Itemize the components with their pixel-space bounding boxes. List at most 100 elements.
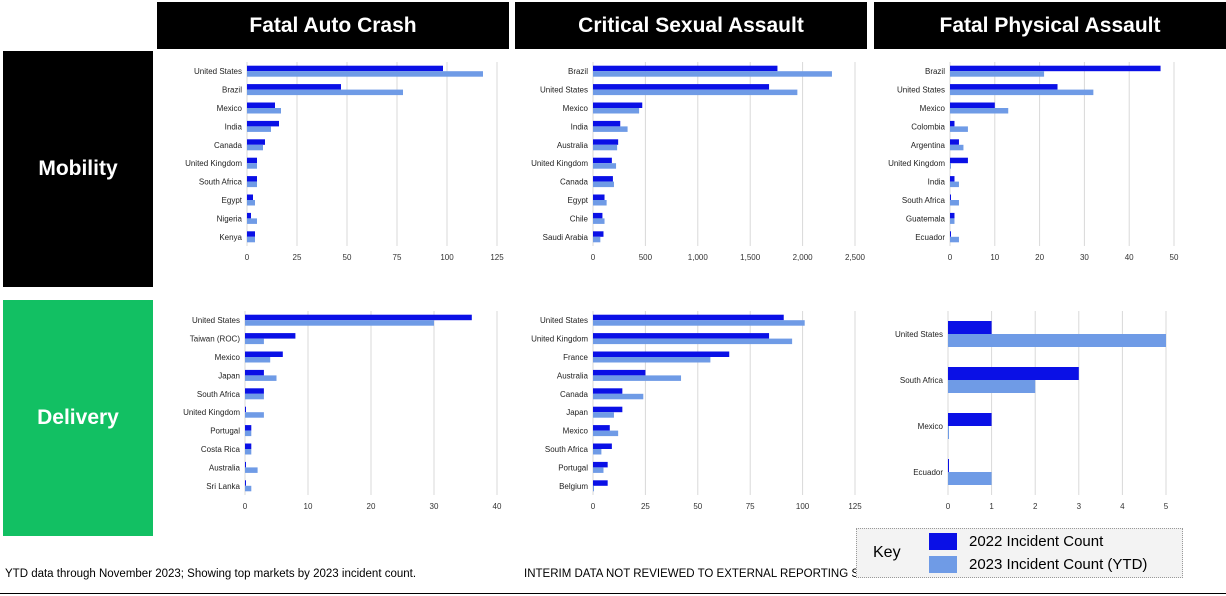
bar-2023-united-kingdom [593,338,793,345]
bar-2022-canada [593,176,613,182]
x-tick-label: 1,500 [740,253,761,262]
bar-2023-japan [593,412,614,418]
bar-2023-mexico [593,108,640,114]
category-label-portugal: Portugal [558,463,588,472]
x-tick-label: 125 [490,253,504,262]
x-tick-label: 20 [367,502,376,511]
bar-2023-india [950,181,959,188]
category-label-united-kingdom: United Kingdom [531,159,588,168]
bar-2023-nigeria [247,218,257,224]
x-tick-label: 1,000 [688,253,709,262]
legend-label-2022: 2022 Incident Count [969,533,1104,550]
x-tick-label: 50 [1170,253,1179,262]
bar-2022-japan [593,406,623,413]
bar-2022-costa-rica [245,443,252,449]
category-label-ecuador: Ecuador [913,468,943,477]
bar-2023-canada [247,144,263,151]
category-label-canada: Canada [560,390,589,399]
x-tick-label: 500 [639,253,653,262]
row-label-mobility: Mobility [3,51,153,287]
bar-2023-colombia [950,126,968,132]
x-tick-label: 5 [1164,502,1169,511]
category-label-united-states: United States [895,330,943,339]
category-label-france: France [563,353,588,362]
bar-2023-portugal [245,430,252,437]
category-label-canada: Canada [560,178,589,187]
bar-2022-canada [247,139,265,145]
bar-2023-mexico [950,108,1009,114]
bar-2023-united-kingdom [593,163,617,169]
x-tick-label: 10 [304,502,313,511]
x-tick-label: 2 [1033,502,1038,511]
bar-2023-egypt [247,200,255,206]
bar-2022-india [593,120,621,127]
category-label-united-states: United States [540,86,588,95]
bar-2022-united-states [948,321,992,334]
bar-2022-france [593,351,730,357]
category-label-japan: Japan [218,371,240,380]
bar-2022-united-kingdom [950,157,968,164]
category-label-mexico: Mexico [563,427,589,436]
x-tick-label: 40 [1125,253,1134,262]
bar-2023-sri-lanka [245,485,252,492]
bar-2022-colombia [950,120,955,127]
bar-2023-united-kingdom [247,163,257,169]
category-label-nigeria: Nigeria [217,214,243,223]
category-label-mexico: Mexico [217,104,243,113]
category-label-mexico: Mexico [920,104,946,113]
x-tick-label: 4 [1120,502,1125,511]
bottom-rule [0,593,1226,594]
bar-2022-united-kingdom [593,157,612,164]
bar-2022-nigeria [247,212,251,219]
category-label-south-africa: South Africa [199,178,243,187]
bar-2023-egypt [593,200,607,206]
legend-item-2022: 2022 Incident Count [929,533,1103,550]
bar-2022-brazil [593,65,778,72]
bar-2023-france [593,357,711,363]
category-label-portugal: Portugal [210,427,240,436]
bar-2023-mexico [245,357,271,363]
bar-2022-mexico [950,102,995,108]
bar-2023-canada [593,181,614,188]
bar-2022-ecuador [948,459,949,472]
bar-2023-brazil [247,89,403,96]
category-label-united-kingdom: United Kingdom [185,159,242,168]
bar-2023-brazil [593,71,832,77]
bar-2023-brazil [950,71,1045,77]
x-tick-label: 2,500 [845,253,866,262]
bar-2022-united-states [247,65,443,72]
category-label-sri-lanka: Sri Lanka [206,482,240,491]
bar-2023-united-kingdom [245,412,264,418]
x-tick-label: 75 [393,253,402,262]
bar-2023-guatemala [950,218,955,224]
bar-2023-south-africa [948,380,1036,393]
category-label-australia: Australia [557,371,589,380]
category-label-colombia: Colombia [911,122,945,131]
legend-label-2023: 2023 Incident Count (YTD) [969,556,1148,573]
bar-2022-mexico [593,102,643,108]
bar-2022-portugal [245,425,252,431]
chart-mobility-critical-sexual-assault: 0 500 1,000 1,500 2,000 2,500 Brazil United Sta… [515,56,867,268]
category-label-south-africa: South Africa [900,376,944,385]
bar-2023-portugal [593,467,604,473]
x-tick-label: 0 [243,502,248,511]
bar-2022-south-africa [950,194,951,200]
category-label-south-africa: South Africa [197,390,241,399]
bar-2022-brazil [247,84,341,90]
category-label-mexico: Mexico [215,353,241,362]
footer-interim-notice: INTERIM DATA NOT REVIEWED TO EXTERNAL RE… [524,568,914,580]
bar-2022-south-africa [948,367,1079,380]
category-label-south-africa: South Africa [545,445,589,454]
bar-2023-united-kingdom [950,163,951,169]
category-label-united-states: United States [540,316,588,325]
category-label-brazil: Brazil [925,67,945,76]
x-tick-label: 0 [946,502,951,511]
category-label-india: India [928,178,946,187]
bar-2023-chile [593,218,605,224]
bar-2022-australia [593,369,646,376]
bar-2023-australia [593,144,618,151]
category-label-japan: Japan [566,408,588,417]
bar-2023-united-states [950,89,1094,96]
chart-delivery-fatal-auto-crash: 0 10 20 30 40 United States Taiwan (ROC) Mexico… [157,305,509,517]
bar-2022-saudi-arabia [593,231,604,237]
